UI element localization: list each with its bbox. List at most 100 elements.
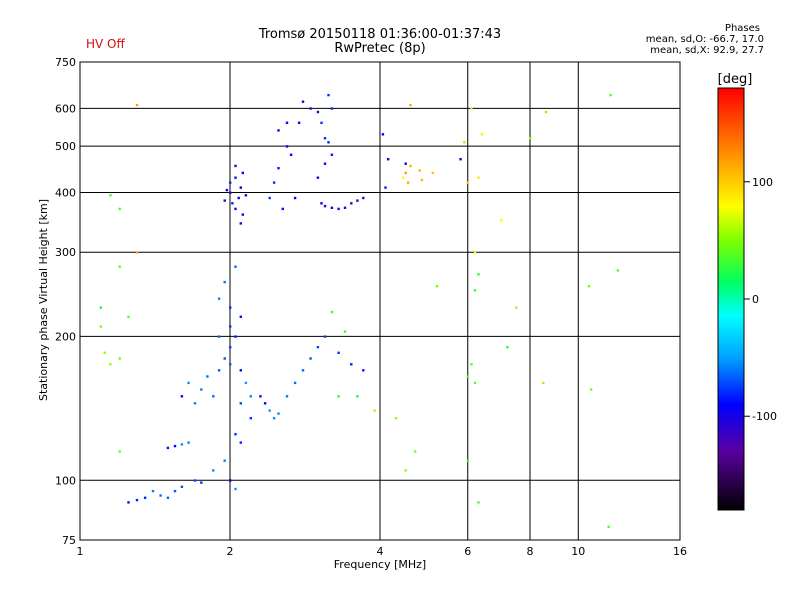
data-point	[223, 199, 226, 202]
data-point	[394, 417, 398, 420]
data-point	[118, 450, 121, 453]
data-point	[337, 351, 340, 354]
data-point	[135, 251, 139, 254]
data-point	[362, 369, 365, 372]
data-point	[234, 265, 237, 268]
data-point	[127, 315, 130, 318]
data-point	[239, 315, 242, 318]
data-point	[466, 375, 470, 378]
data-point	[350, 202, 353, 205]
data-point	[212, 469, 215, 472]
colorbar-ticks: 100 0 -100	[744, 176, 777, 423]
y-axis-label: Stationary phase Virtual Height [km]	[37, 199, 50, 401]
data-point	[99, 325, 102, 328]
data-points	[99, 93, 620, 528]
data-point	[272, 417, 276, 420]
data-point	[151, 489, 155, 493]
data-point	[320, 202, 323, 205]
data-point	[173, 444, 177, 448]
data-point	[420, 178, 424, 182]
x-axis-label: Frequency [MHz]	[334, 558, 426, 571]
data-point	[459, 158, 462, 161]
data-point	[127, 501, 130, 504]
phases-x-stats: mean, sd,X: 92.9, 27.7	[650, 45, 764, 56]
data-point	[323, 137, 327, 140]
data-point	[234, 207, 237, 211]
data-point	[506, 346, 509, 349]
data-point	[118, 265, 121, 268]
data-point	[356, 395, 359, 398]
data-point	[180, 395, 184, 398]
x-tick-label: 10	[571, 545, 585, 558]
data-point	[431, 171, 434, 175]
chart-subtitle: RwPretec (8p)	[334, 41, 426, 56]
y-tick-label: 500	[55, 140, 76, 153]
data-point	[316, 176, 320, 179]
data-point	[470, 363, 473, 366]
data-point	[330, 107, 334, 110]
data-point	[289, 153, 293, 156]
data-point	[435, 285, 439, 288]
data-point	[402, 176, 405, 179]
data-point	[330, 206, 334, 209]
data-point	[343, 206, 347, 209]
data-point	[404, 162, 407, 165]
chart-title: Tromsø 20150118 01:36:00-01:37:43	[258, 27, 502, 42]
data-point	[309, 357, 312, 360]
data-point	[234, 433, 237, 436]
hv-status-label: HV Off	[86, 37, 125, 51]
data-point	[239, 369, 242, 372]
data-point	[529, 137, 532, 140]
data-point	[323, 335, 327, 338]
data-point	[223, 459, 226, 462]
y-tick-label: 600	[55, 102, 76, 115]
x-axis-ticks: 1 2 4 6 8 10 16	[77, 545, 688, 558]
x-tick-label: 16	[673, 545, 687, 558]
data-point	[234, 164, 237, 168]
y-tick-label: 200	[55, 330, 76, 343]
data-point	[200, 481, 203, 484]
data-point	[477, 176, 480, 179]
data-point	[330, 310, 334, 314]
data-point	[239, 222, 242, 225]
data-point	[470, 107, 473, 110]
colorbar-tick-label: 0	[752, 293, 759, 306]
data-point	[327, 141, 330, 144]
data-point	[327, 93, 330, 97]
data-point	[223, 280, 226, 284]
data-point	[384, 186, 387, 189]
data-point	[404, 171, 407, 175]
data-point	[249, 395, 252, 398]
data-point	[180, 443, 184, 446]
data-point	[316, 110, 320, 114]
y-axis-ticks: 75 100 200 300 400 500 600 750	[55, 56, 76, 547]
data-point	[180, 485, 184, 488]
colorbar-label: [deg]	[718, 72, 753, 87]
data-point	[239, 441, 242, 444]
data-point	[223, 357, 226, 360]
data-point	[587, 285, 591, 288]
y-tick-label: 300	[55, 246, 76, 259]
y-tick-label: 100	[55, 474, 76, 487]
phases-o-stats: mean, sd,O: -66.7, 17.0	[645, 34, 764, 45]
data-point	[234, 176, 237, 179]
data-point	[463, 141, 466, 144]
data-point	[607, 525, 610, 528]
data-point	[229, 346, 232, 349]
y-tick-label: 400	[55, 186, 76, 199]
data-point	[293, 381, 297, 385]
data-point	[373, 409, 376, 412]
data-point	[301, 100, 305, 103]
data-point	[217, 369, 221, 372]
data-point	[281, 207, 284, 211]
data-point	[212, 395, 215, 398]
data-point	[237, 196, 240, 200]
data-point	[217, 297, 221, 300]
data-point	[229, 363, 232, 366]
data-point	[473, 289, 477, 292]
data-point	[200, 388, 203, 391]
data-point	[309, 107, 312, 110]
data-point	[477, 501, 480, 504]
x-tick-label: 6	[464, 545, 471, 558]
